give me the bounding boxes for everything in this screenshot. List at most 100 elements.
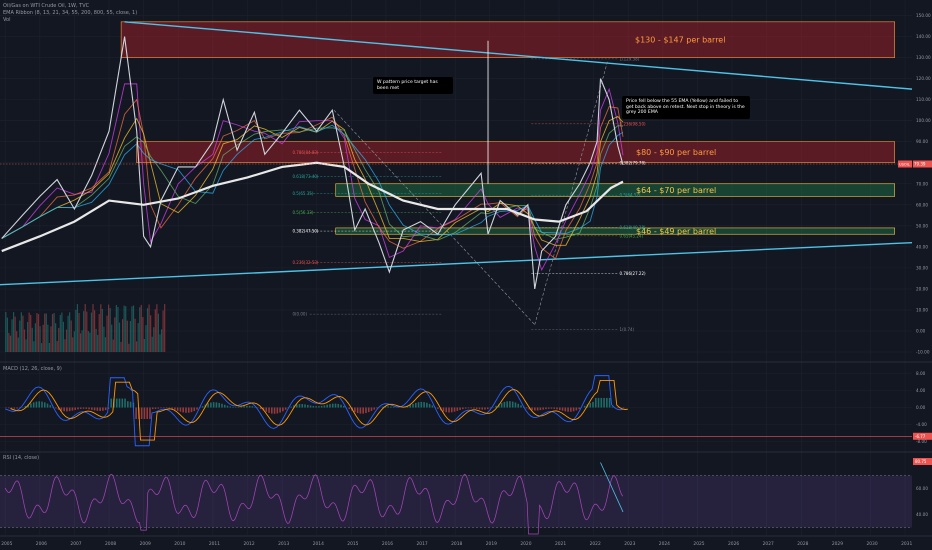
macd-histogram-bar	[456, 407, 459, 411]
volume-bar	[103, 326, 105, 352]
macd-histogram-bar	[107, 407, 110, 410]
macd-line	[5, 375, 623, 447]
time-tick-label: 2021	[555, 541, 566, 547]
volume-bar	[25, 339, 27, 352]
macd-histogram-bar	[77, 407, 79, 410]
volume-bar	[97, 334, 99, 352]
macd-histogram-bar	[13, 407, 16, 409]
macd-histogram-bar	[387, 406, 389, 408]
volume-bar	[53, 312, 55, 352]
volume-bar	[75, 309, 77, 352]
macd-histogram-bar	[467, 407, 470, 409]
volume-bar	[134, 318, 136, 352]
macd-histogram-bar	[578, 407, 580, 410]
macd-histogram-bar	[187, 407, 190, 413]
lower-trendline	[0, 241, 913, 286]
volume-bar	[45, 313, 47, 352]
volume-bar	[129, 321, 131, 352]
macd-histogram-bar	[229, 406, 232, 408]
fib-label: 0.382(47.50)	[292, 229, 318, 234]
volume-bar	[112, 339, 114, 352]
macd-histogram-bar	[464, 407, 467, 409]
macd-histogram-bar	[553, 407, 556, 409]
macd-histogram-bar	[572, 407, 575, 412]
volume-bar	[126, 320, 128, 352]
macd-histogram-bar	[603, 397, 605, 408]
macd-histogram-bar	[561, 407, 564, 411]
macd-histogram-bar	[334, 403, 337, 408]
macd-histogram-bar	[426, 402, 428, 408]
macd-histogram-bar	[82, 407, 85, 409]
macd-histogram-bar	[354, 407, 356, 413]
macd-last-value: -6.77	[915, 434, 926, 439]
volume-bar	[58, 327, 60, 352]
fib-label: 0.236(32.53)	[292, 260, 318, 265]
macd-histogram-bar	[210, 402, 212, 408]
fib-label: 0.786(27.22)	[620, 271, 646, 276]
macd-histogram-bar	[567, 407, 569, 412]
fib-label: 0.5(65.35)	[292, 191, 313, 196]
macd-histogram-bar	[597, 397, 600, 408]
macd-histogram-bar	[437, 407, 439, 409]
macd-histogram-bar	[240, 406, 243, 408]
macd-histogram-bar	[442, 407, 445, 412]
macd-histogram-bar	[96, 407, 99, 411]
macd-histogram-bar	[617, 407, 619, 409]
volume-bar	[12, 312, 15, 352]
volume-bar	[90, 312, 93, 352]
macd-histogram-bar	[511, 401, 514, 408]
volume-bar	[84, 304, 86, 352]
price-zone	[136, 141, 895, 164]
macd-histogram-bar	[16, 407, 18, 409]
macd-histogram-bar	[592, 401, 594, 408]
ema-retest-note: Price fell below the 55 EMA (Yellow) and…	[622, 96, 750, 119]
macd-histogram-bar	[525, 407, 528, 409]
macd-histogram-bar	[246, 405, 248, 408]
macd-histogram-bar	[201, 406, 204, 408]
volume-bar	[6, 317, 8, 352]
macd-histogram-bar	[558, 407, 561, 410]
macd-histogram-bar	[27, 404, 29, 408]
fib-label: 1(129.38)	[620, 56, 640, 61]
volume-bar	[22, 315, 24, 352]
zone-label: $46 - $49 per barrel	[636, 227, 716, 236]
macd-histogram-bar	[564, 407, 567, 412]
macd-tick-label: 4.00	[916, 388, 926, 393]
macd-histogram-bar	[160, 407, 162, 409]
macd-title: MACD (12, 26, close, 9)	[3, 366, 62, 372]
macd-histogram-bar	[445, 407, 448, 413]
macd-histogram-bar	[71, 407, 74, 411]
macd-histogram-bar	[539, 407, 542, 411]
macd-histogram-bar	[318, 406, 320, 408]
rsi-trendline	[600, 462, 624, 513]
macd-histogram-bar	[254, 406, 256, 408]
macd-histogram-bar	[176, 407, 179, 411]
macd-histogram-bar	[431, 405, 434, 408]
volume-bar	[41, 343, 43, 352]
volume-bar	[123, 305, 125, 352]
volume-bar	[93, 310, 96, 352]
ema-ribbon-line	[1, 98, 624, 260]
volume-bar	[61, 312, 63, 352]
macd-histogram-bar	[7, 407, 10, 409]
chart-header-symbol: Oil/Gas on WTI Crude Oil, 1W, TVC	[3, 3, 90, 9]
time-tick-label: 2010	[174, 541, 185, 547]
volume-bar	[70, 320, 72, 352]
time-tick-label: 2022	[590, 541, 601, 547]
macd-histogram-bar	[63, 407, 65, 412]
volume-bar	[114, 317, 116, 352]
chart-header-volume: Vol	[3, 17, 11, 23]
macd-histogram-bar	[265, 407, 268, 412]
macd-histogram-bar	[273, 407, 276, 414]
macd-tick-label: 8.00	[916, 371, 926, 376]
volume-bar	[164, 304, 166, 352]
volume-bar	[98, 314, 100, 352]
time-tick-label: 2029	[832, 541, 843, 547]
macd-histogram-bar	[57, 407, 60, 410]
time-tick-label: 2008	[105, 541, 116, 547]
volume-bar	[30, 314, 32, 352]
volume-bar	[47, 324, 49, 352]
volume-bar	[150, 315, 152, 352]
time-tick-label: 2031	[901, 541, 912, 547]
